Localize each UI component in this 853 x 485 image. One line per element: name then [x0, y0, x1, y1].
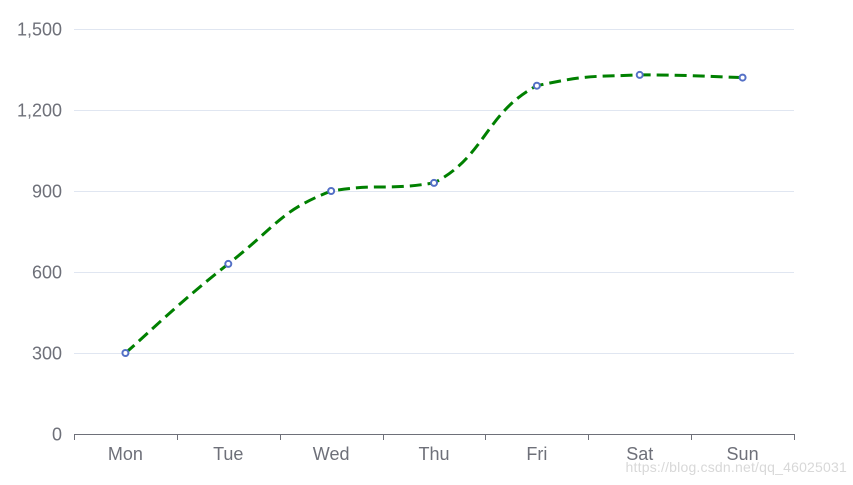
x-tick-label: Thu — [418, 444, 449, 464]
y-tick-label: 1,200 — [17, 101, 62, 121]
data-points — [121, 70, 747, 357]
x-axis-labels: Mon Tue Wed Thu Fri Sat Sun — [108, 444, 759, 464]
data-point[interactable] — [224, 259, 233, 268]
data-point[interactable] — [327, 187, 336, 195]
series-line-path — [124, 73, 743, 355]
y-tick-label: 0 — [52, 425, 62, 445]
y-axis-labels: 0 300 600 900 1,200 1,500 — [17, 20, 62, 445]
x-tick-label: Fri — [526, 444, 547, 464]
data-point[interactable] — [430, 178, 438, 187]
x-tick-label: Sat — [626, 444, 653, 464]
data-point[interactable] — [121, 349, 130, 357]
y-tick-label: 1,500 — [17, 20, 62, 40]
series-line — [124, 73, 743, 355]
x-tick-label: Mon — [108, 444, 143, 464]
x-tick-label: Wed — [313, 444, 350, 464]
data-point[interactable] — [532, 81, 541, 90]
y-tick-label: 300 — [32, 344, 62, 364]
x-axis — [74, 434, 795, 440]
data-point[interactable] — [738, 73, 747, 82]
grid-lines — [74, 29, 794, 354]
y-tick-label: 900 — [32, 182, 62, 202]
watermark: https://blog.csdn.net/qq_46025031 — [625, 459, 847, 475]
y-tick-label: 600 — [32, 263, 62, 283]
data-point[interactable] — [635, 70, 644, 79]
x-tick-label: Sun — [727, 444, 759, 464]
x-tick-label: Tue — [213, 444, 243, 464]
